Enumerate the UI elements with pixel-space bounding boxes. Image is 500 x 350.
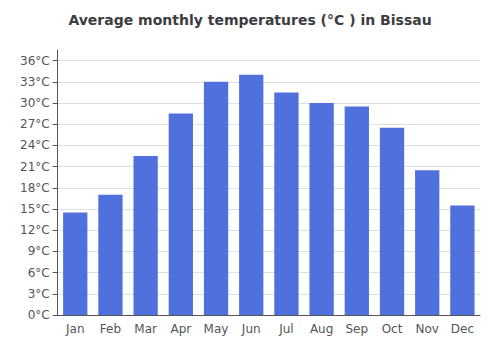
svg-text:21°C: 21°C (20, 160, 50, 174)
svg-text:Mar: Mar (134, 322, 157, 336)
svg-text:Sep: Sep (346, 322, 369, 336)
svg-text:Dec: Dec (451, 322, 474, 336)
svg-text:Apr: Apr (170, 322, 191, 336)
svg-text:May: May (204, 322, 229, 336)
svg-text:Jan: Jan (65, 322, 85, 336)
svg-text:Jul: Jul (278, 322, 293, 336)
svg-text:Nov: Nov (415, 322, 438, 336)
svg-text:33°C: 33°C (20, 75, 50, 89)
svg-text:Feb: Feb (100, 322, 121, 336)
svg-text:0°C: 0°C (28, 308, 50, 322)
svg-text:Average monthly temperatures (: Average monthly temperatures (°C ) in Bi… (68, 12, 431, 28)
svg-text:6°C: 6°C (28, 266, 50, 280)
svg-text:9°C: 9°C (28, 244, 50, 258)
svg-text:12°C: 12°C (20, 223, 50, 237)
svg-text:3°C: 3°C (28, 287, 50, 301)
svg-text:Jun: Jun (241, 322, 261, 336)
svg-text:24°C: 24°C (20, 138, 50, 152)
svg-text:Aug: Aug (310, 322, 333, 336)
svg-text:18°C: 18°C (20, 181, 50, 195)
svg-text:Oct: Oct (382, 322, 403, 336)
svg-text:36°C: 36°C (20, 54, 50, 68)
svg-text:30°C: 30°C (20, 96, 50, 110)
svg-text:27°C: 27°C (20, 117, 50, 131)
svg-text:15°C: 15°C (20, 202, 50, 216)
